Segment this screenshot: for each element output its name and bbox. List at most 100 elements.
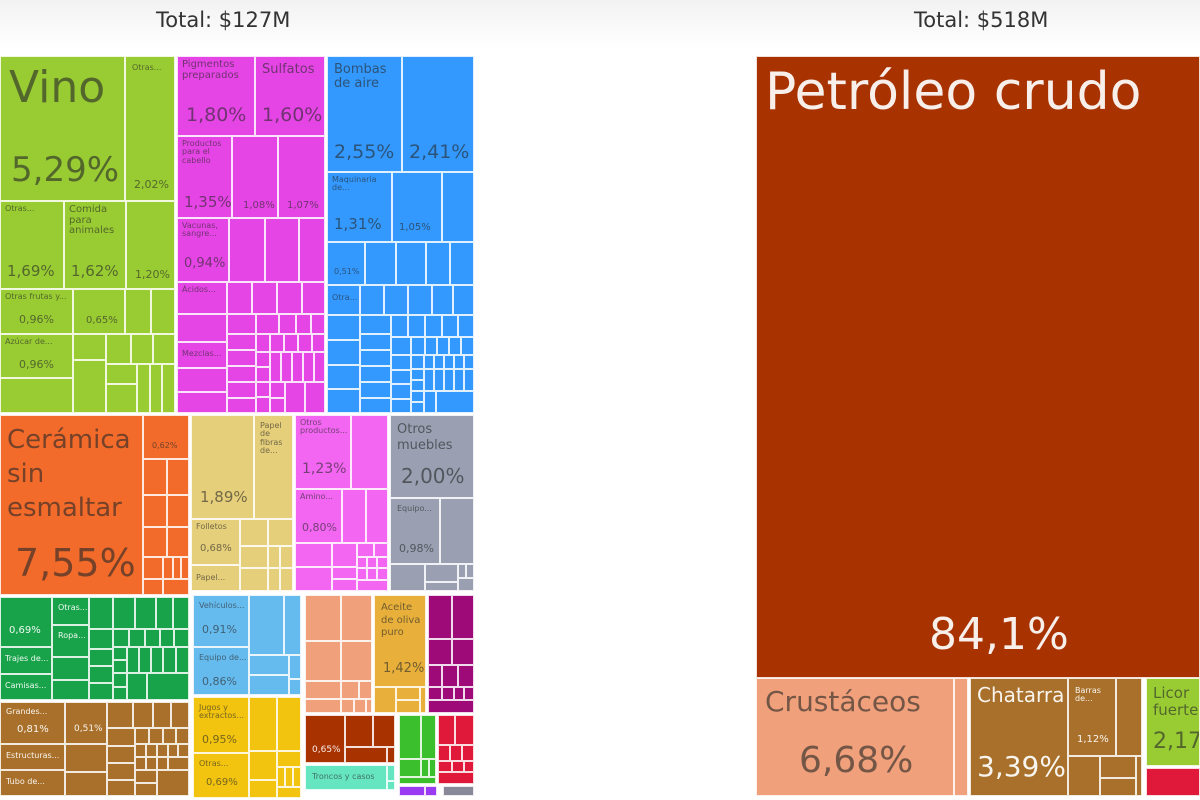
tile-machinery-small[interactable] — [434, 355, 444, 369]
tile-wood-small[interactable] — [387, 765, 395, 781]
tile-plastic-small[interactable] — [357, 557, 367, 568]
tile-machinery-small[interactable] — [454, 369, 464, 391]
tile-otras-vegetable[interactable]: Otras... 2,02% — [125, 56, 175, 201]
tile-troncos[interactable]: Troncos y casos — [305, 765, 387, 790]
tile-stone-small[interactable] — [163, 579, 189, 595]
tile-textile-small[interactable] — [151, 647, 163, 673]
tile-vegetable-small[interactable] — [125, 289, 151, 334]
tile-chemical-small[interactable] — [177, 314, 227, 342]
tile-textile-small[interactable] — [113, 597, 135, 629]
tile-red-small[interactable] — [452, 761, 464, 772]
tile-stone-small[interactable] — [167, 527, 189, 557]
tile-metal-small[interactable] — [163, 728, 176, 744]
tile-vegetable-small[interactable] — [131, 334, 153, 364]
tile-textile-small[interactable] — [113, 647, 127, 660]
tile-jewel-small[interactable] — [442, 687, 454, 700]
tile-purple-small[interactable] — [425, 786, 437, 796]
tile-mineral-small[interactable] — [345, 747, 387, 763]
tile-chemical-small[interactable] — [312, 334, 325, 352]
tile-amino[interactable]: Amino... 0,80% — [295, 489, 342, 543]
tile-paper-small[interactable] — [240, 546, 268, 568]
tile-chemical-small[interactable] — [252, 282, 277, 314]
tile-food-small[interactable] — [249, 697, 277, 751]
tile-machinery-small[interactable] — [424, 369, 434, 391]
tile-red-small[interactable] — [450, 745, 462, 761]
tile-food-small[interactable] — [293, 767, 301, 787]
tile-productos-cabello[interactable]: Productos para el cabello 1,35% — [177, 136, 232, 218]
tile-plastic-small[interactable] — [332, 543, 357, 567]
tile-textile-small[interactable] — [147, 673, 189, 700]
tile-food-small[interactable] — [285, 767, 293, 787]
tile-textile-small[interactable] — [89, 649, 113, 666]
tile-textile-small[interactable] — [89, 597, 113, 629]
tile-machinery-small[interactable] — [360, 398, 391, 413]
tile-ropa[interactable]: Ropa... — [52, 625, 89, 657]
tile-transport-small[interactable] — [249, 595, 284, 655]
tile-aceite-oliva[interactable]: Aceite de oliva puro 1,42% — [374, 595, 426, 687]
tile-papel[interactable]: Papel... — [191, 565, 240, 591]
tile-acidos[interactable]: Ácidos... — [177, 282, 227, 314]
tile-stone-small[interactable] — [181, 557, 189, 579]
tile-stone-small[interactable] — [167, 495, 189, 527]
tile-misc-small[interactable] — [425, 564, 458, 582]
tile-red-small[interactable] — [438, 761, 452, 772]
tile-machinery-small[interactable] — [436, 391, 474, 413]
tile-machinery-small[interactable] — [384, 285, 408, 315]
tile-mineral-1[interactable]: 0,65% — [305, 715, 345, 763]
tile-chemical-small[interactable] — [227, 382, 256, 398]
tile-metal-small[interactable] — [107, 702, 133, 728]
tile-chemical-small[interactable] — [265, 218, 299, 282]
tile-plastic-small[interactable] — [374, 543, 388, 557]
tile-paper-small[interactable] — [280, 546, 293, 568]
tile-metal-small[interactable] — [133, 702, 153, 728]
tile-metal-small[interactable] — [146, 757, 157, 770]
tile-vegetable-small[interactable] — [0, 378, 73, 413]
tile-metal-small[interactable] — [107, 763, 135, 780]
tile-red-small[interactable] — [1146, 768, 1200, 796]
tile-metal-small[interactable] — [157, 744, 168, 757]
tile-plant-small[interactable] — [421, 715, 436, 759]
tile-metal-small[interactable] — [178, 744, 189, 757]
tile-machinery-small[interactable] — [408, 285, 432, 315]
tile-machinery-small[interactable] — [360, 350, 391, 366]
tile-machinery-small[interactable] — [391, 399, 411, 413]
tile-animal-small[interactable] — [366, 699, 372, 713]
tile-animal-small[interactable] — [341, 681, 359, 699]
tile-metal-small[interactable] — [135, 770, 157, 783]
tile-misc-small[interactable] — [390, 564, 425, 591]
tile-transport-small[interactable] — [249, 655, 289, 675]
tile-equipo-de[interactable]: Equipo de... 0,86% — [193, 647, 249, 695]
tile-machinery-small[interactable] — [411, 391, 424, 402]
tile-chemical-small[interactable] — [305, 382, 325, 413]
tile-metal-small[interactable] — [135, 744, 146, 757]
tile-metal-small[interactable] — [107, 780, 135, 796]
tile-metal-small[interactable] — [1100, 778, 1136, 796]
tile-misc-small[interactable] — [458, 578, 474, 591]
tile-jewel-small[interactable] — [428, 665, 442, 687]
tile-plastic-small[interactable] — [332, 567, 357, 579]
tile-metal-small[interactable] — [1136, 756, 1142, 796]
tile-metal-small[interactable] — [168, 744, 178, 757]
tile-machinery-small[interactable] — [360, 315, 391, 334]
tile-animal-small[interactable] — [954, 678, 968, 796]
tile-chatarra[interactable]: Chatarra 3,39% — [970, 678, 1068, 796]
tile-chemical-small[interactable] — [270, 334, 284, 352]
tile-vegetable-small[interactable] — [106, 364, 137, 384]
tile-plastic-small[interactable] — [295, 543, 332, 567]
tile-plant-small[interactable] — [399, 715, 421, 759]
tile-metal-small[interactable] — [171, 702, 189, 728]
tile-textile-small[interactable] — [163, 647, 176, 673]
tile-machinery-small[interactable] — [396, 242, 426, 285]
tile-stone-small[interactable] — [143, 557, 163, 579]
tile-food-small[interactable] — [249, 751, 277, 780]
tile-machinery-small[interactable] — [432, 285, 453, 315]
tile-machinery-small[interactable] — [327, 340, 360, 365]
tile-jewel-small[interactable] — [464, 687, 474, 700]
tile-chemical-small[interactable] — [284, 334, 298, 352]
tile-machinery-small[interactable] — [425, 337, 437, 355]
tile-machinery-small[interactable] — [327, 389, 360, 413]
tile-metal-small[interactable] — [107, 728, 135, 746]
tile-plastic-small[interactable] — [366, 489, 388, 543]
tile-machinery-small[interactable] — [365, 242, 396, 285]
tile-metal-2[interactable]: 0,51% — [65, 702, 107, 744]
